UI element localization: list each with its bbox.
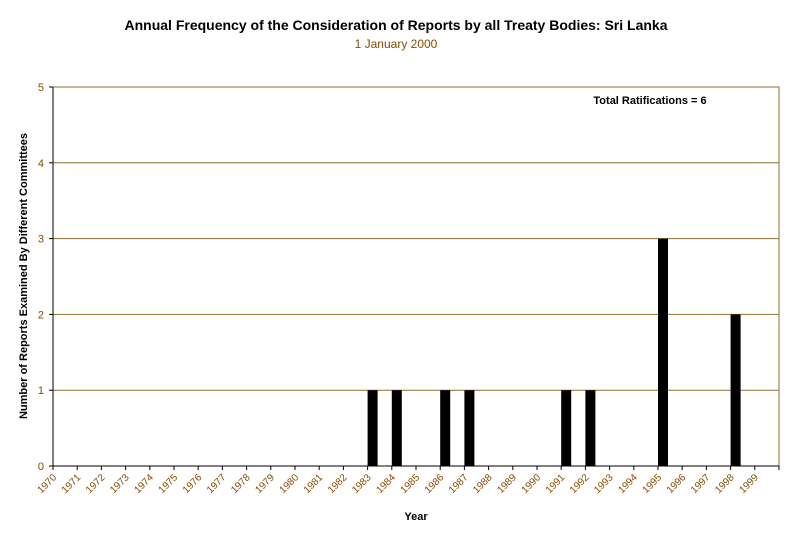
x-tick-label: 1999 <box>737 472 761 496</box>
x-tick-label: 1977 <box>205 472 229 496</box>
x-tick-label: 1987 <box>447 472 471 496</box>
bar-1987 <box>464 390 475 466</box>
bar-1992 <box>585 390 596 466</box>
x-tick-label: 1994 <box>616 472 640 496</box>
bar-1984 <box>391 390 402 466</box>
plot-frame <box>52 86 780 467</box>
x-tick-label: 1986 <box>423 472 447 496</box>
bar-1995 <box>658 238 668 466</box>
x-tick-label: 1989 <box>495 472 519 496</box>
x-tick-label: 1997 <box>689 472 713 496</box>
x-tick-label: 1988 <box>471 472 495 496</box>
x-tick-label: 1990 <box>520 472 544 496</box>
x-tick-label: 1972 <box>84 472 108 496</box>
x-tick-label: 1982 <box>326 472 350 496</box>
x-tick-label: 1984 <box>374 472 398 496</box>
chart-title: Annual Frequency of the Consideration of… <box>124 17 668 33</box>
gridlines <box>52 86 780 467</box>
x-tick-label: 1979 <box>253 472 277 496</box>
y-tick-label: 2 <box>38 309 44 321</box>
bar-1998 <box>730 314 741 466</box>
x-tick-label: 1985 <box>399 472 423 496</box>
bars <box>367 238 741 466</box>
x-tick-label: 1992 <box>568 472 592 496</box>
x-tick-label: 1978 <box>229 472 253 496</box>
bar-1986 <box>440 390 451 466</box>
x-tick-labels: 1970 1971 1972 1973 1974 1975 1976 1977 1978 1979… <box>36 472 762 496</box>
x-axis-label: Year <box>404 511 428 523</box>
x-tick-label: 1983 <box>350 472 374 496</box>
x-tick-label: 1974 <box>132 472 156 496</box>
total-ratifications-annotation: Total Ratifications = 6 <box>593 95 706 107</box>
x-tick-label: 1976 <box>181 472 205 496</box>
x-tick-label: 1996 <box>665 472 689 496</box>
x-tick-label: 1970 <box>36 472 60 496</box>
y-axis-label: Number of Reports Examined By Different … <box>18 133 30 419</box>
axes <box>49 86 780 470</box>
y-tick-label: 1 <box>38 385 44 397</box>
bar-1983 <box>367 390 378 466</box>
x-tick-label: 1998 <box>713 472 737 496</box>
bar-1991 <box>561 390 572 466</box>
x-tick-label: 1995 <box>641 472 665 496</box>
y-tick-label: 4 <box>38 158 44 170</box>
x-tick-label: 1971 <box>60 472 84 496</box>
x-tick-label: 1993 <box>592 472 616 496</box>
x-tick-label: 1975 <box>157 472 181 496</box>
x-tick-label: 1980 <box>278 472 302 496</box>
x-tick-label: 1991 <box>544 472 568 496</box>
y-tick-label: 3 <box>38 234 44 246</box>
y-tick-labels: 0 1 2 3 4 5 <box>38 82 44 473</box>
y-tick-label: 0 <box>38 461 44 473</box>
chart-subtitle: 1 January 2000 <box>354 37 438 51</box>
x-tick-label: 1981 <box>302 472 326 496</box>
y-tick-label: 5 <box>38 82 44 94</box>
x-tick-label: 1973 <box>108 472 132 496</box>
